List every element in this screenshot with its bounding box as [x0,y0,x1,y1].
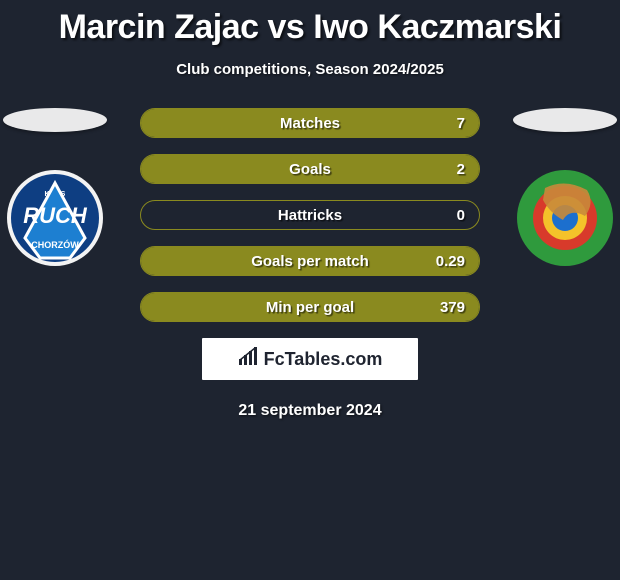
stat-row: 379Min per goal [140,292,480,322]
svg-text:S: S [61,191,66,198]
page-title: Marcin Zajac vs Iwo Kaczmarski [0,0,620,47]
stat-row: 2Goals [140,154,480,184]
right-club-crest [515,168,615,268]
stat-label: Goals [141,155,479,184]
brand-badge[interactable]: FcTables.com [202,338,418,380]
left-player-oval [3,108,107,132]
right-player-oval [513,108,617,132]
svg-text:K: K [44,191,49,198]
left-player-slot: RUCH CHORZÓW K S [0,108,110,268]
stat-label: Hattricks [141,201,479,230]
stat-label: Goals per match [141,247,479,276]
right-player-slot [510,108,620,268]
svg-text:RUCH: RUCH [23,203,88,228]
stat-label: Matches [141,109,479,138]
stat-row: 0Hattricks [140,200,480,230]
left-club-crest: RUCH CHORZÓW K S [5,168,105,268]
stat-row: 0.29Goals per match [140,246,480,276]
subtitle: Club competitions, Season 2024/2025 [0,61,620,78]
brand-chart-icon [238,347,260,372]
svg-text:CHORZÓW: CHORZÓW [31,239,79,250]
snapshot-date: 21 september 2024 [0,402,620,420]
comparison-panel: RUCH CHORZÓW K S 7Matches 2Goals 0Hattricks 0.… [0,108,620,420]
brand-text: FcTables.com [264,349,383,370]
stat-label: Min per goal [141,293,479,322]
stat-row: 7Matches [140,108,480,138]
stats-list: 7Matches 2Goals 0Hattricks 0.29Goals per ma… [140,108,480,322]
